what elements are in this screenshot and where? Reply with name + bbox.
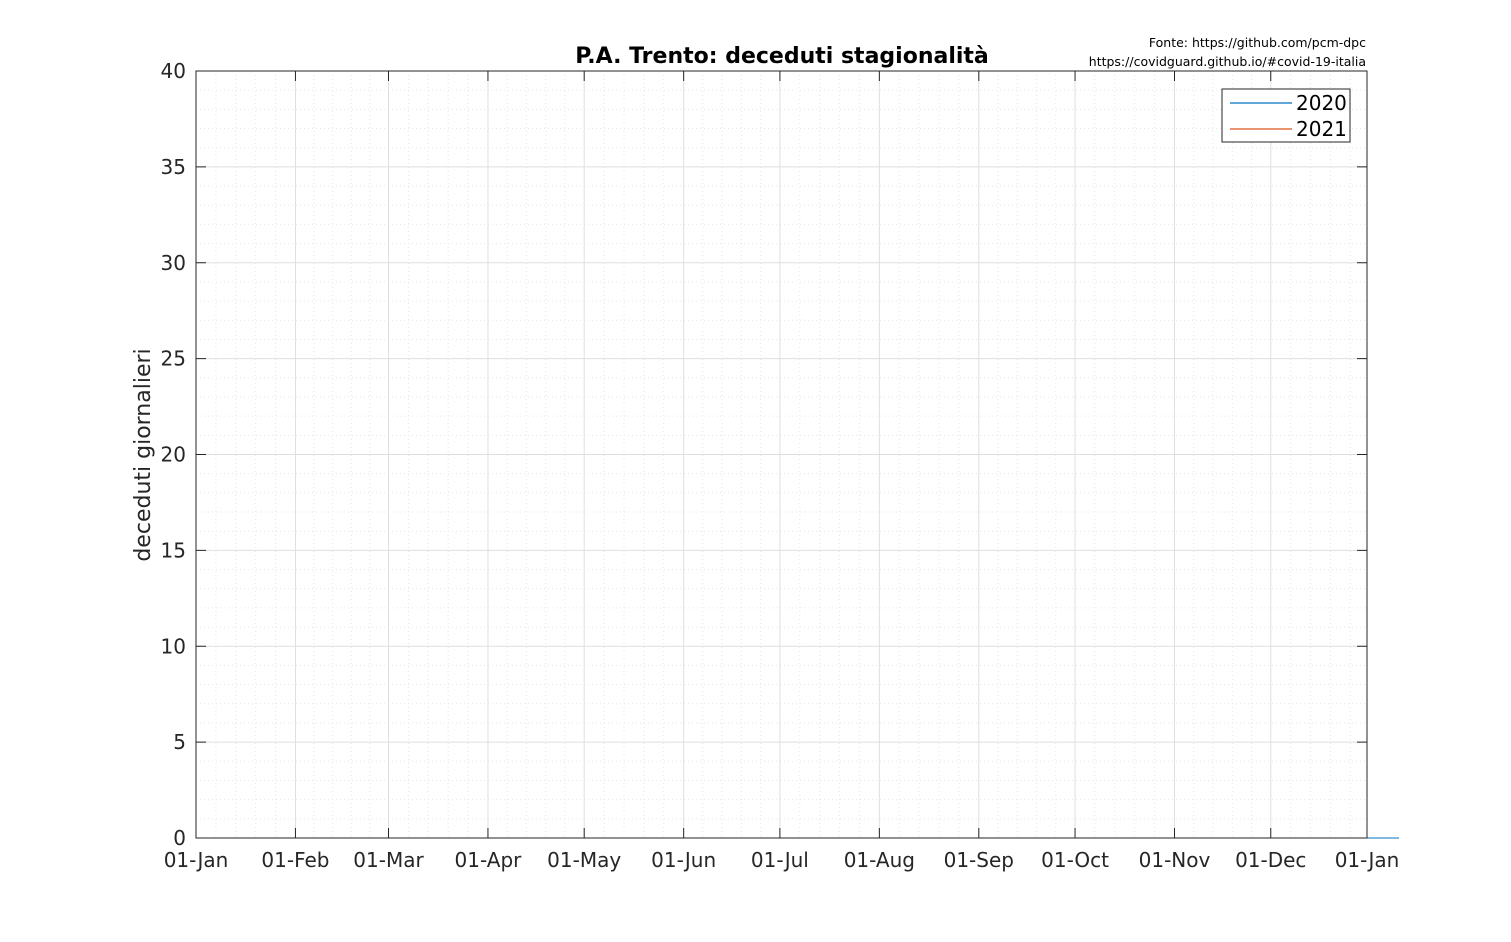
x-tick-label: 01-Jan — [1335, 848, 1400, 872]
x-tick-label: 01-Sep — [944, 848, 1014, 872]
x-axis-ticks: 01-Jan 01-Feb 01-Mar 01-Apr 01-May 01-Jun 01-J… — [164, 71, 1400, 872]
y-tick-label: 15 — [161, 538, 186, 562]
legend-label-2021: 2021 — [1296, 117, 1347, 141]
x-tick-label: 01-Jan — [164, 848, 229, 872]
y-tick-label: 10 — [161, 634, 186, 658]
legend: 2020 2021 — [1221, 88, 1351, 143]
y-tick-label: 20 — [161, 443, 186, 467]
x-tick-label: 01-Nov — [1139, 848, 1211, 872]
chart-title: P.A. Trento: deceduti stagionalità — [575, 44, 989, 69]
major-grid — [195, 70, 1368, 839]
x-tick-label: 01-Aug — [844, 848, 915, 872]
source-line-2: https://covidguard.github.io/#covid-19-i… — [1089, 54, 1366, 69]
y-tick-label: 0 — [173, 826, 186, 850]
y-tick-label: 30 — [161, 251, 186, 275]
x-tick-label: 01-Apr — [455, 848, 523, 872]
source-line-1: Fonte: https://github.com/pcm-dpc — [1149, 35, 1366, 50]
y-tick-label: 25 — [161, 347, 186, 371]
x-tick-label: 01-Jul — [751, 848, 809, 872]
x-tick-label: 01-Feb — [261, 848, 329, 872]
y-tick-label: 40 — [161, 59, 186, 83]
y-tick-label: 5 — [173, 730, 186, 754]
y-tick-label: 35 — [161, 155, 186, 179]
legend-box — [1221, 88, 1351, 143]
x-tick-label: 01-May — [547, 848, 621, 872]
x-tick-label: 01-Jun — [651, 848, 716, 872]
x-tick-label: 01-Mar — [353, 848, 424, 872]
y-axis-ticks: 0 5 10 15 20 25 30 35 40 — [161, 59, 1367, 850]
y-axis-label: deceduti giornalieri — [131, 348, 156, 561]
x-tick-label: 01-Dec — [1235, 848, 1306, 872]
legend-label-2020: 2020 — [1296, 91, 1347, 115]
x-tick-label: 01-Oct — [1041, 848, 1109, 872]
